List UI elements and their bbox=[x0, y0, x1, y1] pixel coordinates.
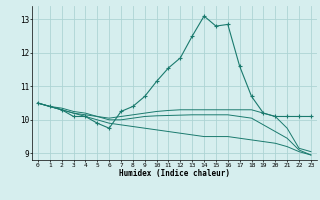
X-axis label: Humidex (Indice chaleur): Humidex (Indice chaleur) bbox=[119, 169, 230, 178]
